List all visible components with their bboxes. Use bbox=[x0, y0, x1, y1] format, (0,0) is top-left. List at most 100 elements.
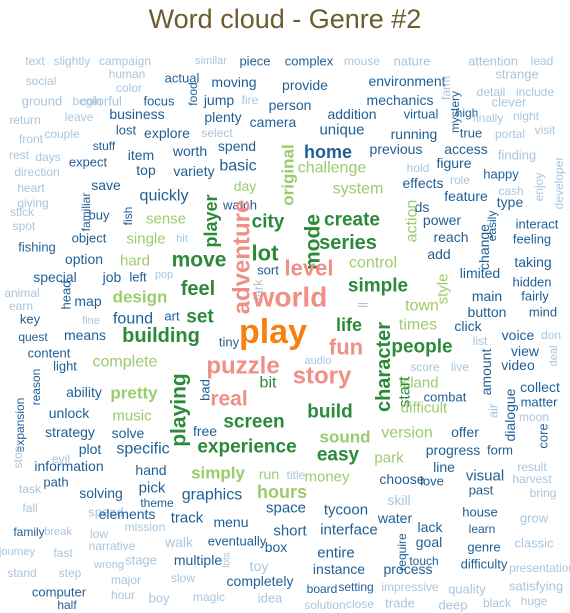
word-challenge: challenge bbox=[298, 160, 367, 177]
word-job: job bbox=[102, 269, 122, 285]
word-reason: reason bbox=[29, 369, 43, 406]
word-setting: setting bbox=[338, 580, 373, 594]
word-house: house bbox=[462, 505, 497, 520]
word-people: people bbox=[391, 337, 452, 358]
word-player: player bbox=[201, 194, 221, 247]
word-city: city bbox=[252, 212, 285, 233]
word-moving: moving bbox=[211, 74, 256, 90]
word-touch: touch bbox=[409, 554, 438, 568]
word-interface: interface bbox=[320, 522, 378, 539]
word-fun: fun bbox=[329, 335, 363, 360]
word-finding: finding bbox=[498, 148, 536, 163]
word-set: set bbox=[186, 307, 214, 328]
word-complete: complete bbox=[93, 354, 158, 371]
word-specific: specific bbox=[116, 441, 169, 458]
word-sense: sense bbox=[146, 211, 186, 228]
word-stick: stick bbox=[10, 205, 35, 219]
word-change: change bbox=[476, 224, 492, 270]
word-mode: mode bbox=[302, 214, 325, 270]
word-previous: previous bbox=[370, 141, 423, 157]
word-watch: watch bbox=[222, 198, 257, 213]
word-days: days bbox=[35, 150, 60, 164]
word-score: score bbox=[410, 360, 440, 374]
word-strange: strange bbox=[495, 67, 538, 82]
word-narrative: narrative bbox=[89, 539, 136, 553]
word-unique: unique bbox=[319, 122, 364, 139]
word-finally: finally bbox=[473, 111, 504, 125]
word-play: play bbox=[239, 313, 307, 351]
word-track: track bbox=[171, 510, 204, 527]
word-line: line bbox=[433, 459, 455, 475]
word-puzzle: puzzle bbox=[206, 353, 279, 380]
word-colorful: colorful bbox=[80, 94, 122, 109]
word-dark: dark bbox=[251, 279, 266, 305]
word-dialogue: dialogue bbox=[502, 388, 518, 441]
word-bit: bit bbox=[260, 375, 277, 392]
word-water: water bbox=[377, 510, 413, 526]
word-deal: deal bbox=[548, 346, 560, 367]
word-taking: taking bbox=[514, 254, 551, 270]
word-slow: slow bbox=[171, 571, 195, 585]
word-run: run bbox=[259, 466, 279, 482]
word-special: special bbox=[33, 269, 77, 285]
word-pop: pop bbox=[155, 269, 173, 281]
word-direction: direction bbox=[14, 165, 59, 179]
word-enjoy: enjoy bbox=[532, 173, 546, 202]
word-entire: entire bbox=[317, 545, 355, 562]
word-action: action bbox=[404, 200, 421, 243]
word-quickly: quickly bbox=[140, 188, 189, 205]
word-box: box bbox=[265, 539, 288, 555]
word-visual: visual bbox=[466, 468, 504, 485]
word-instance: instance bbox=[313, 561, 365, 577]
word-progress: progress bbox=[426, 442, 480, 458]
word-interact: interact bbox=[516, 217, 559, 232]
word-lack: lack bbox=[418, 519, 444, 535]
word-button: button bbox=[468, 304, 507, 320]
word-path: path bbox=[43, 475, 68, 490]
word-original: original bbox=[279, 144, 298, 205]
word-ll: ll bbox=[356, 302, 371, 308]
word-half: half bbox=[57, 598, 77, 612]
word-social: social bbox=[26, 74, 57, 88]
word-moon: moon bbox=[519, 410, 549, 424]
word-single: single bbox=[126, 231, 165, 248]
word-environment: environment bbox=[368, 73, 445, 89]
word-content: content bbox=[28, 346, 71, 361]
word-completely: completely bbox=[227, 573, 294, 589]
word-developer: developer bbox=[552, 157, 566, 210]
word-click: click bbox=[454, 318, 482, 334]
word-simple: simple bbox=[348, 276, 408, 297]
word-lots: lots bbox=[222, 552, 233, 568]
word-difficult: difficult bbox=[401, 400, 448, 417]
word-leave: leave bbox=[65, 110, 94, 124]
word-lost: lost bbox=[116, 123, 137, 138]
word-mind: mind bbox=[529, 305, 557, 320]
word-fairly: fairly bbox=[521, 289, 549, 304]
word-actual: actual bbox=[165, 71, 200, 86]
word-solving: solving bbox=[79, 485, 123, 501]
word-trade: trade bbox=[385, 596, 415, 611]
word-option: option bbox=[65, 251, 103, 267]
word-color: color bbox=[116, 81, 142, 95]
word-huge: huge bbox=[521, 594, 548, 608]
word-running: running bbox=[391, 126, 438, 142]
word-worth: worth bbox=[172, 143, 207, 159]
word-hidden: hidden bbox=[512, 275, 551, 290]
word-close: close bbox=[346, 597, 374, 611]
word-park: park bbox=[374, 450, 404, 467]
word-virtual: virtual bbox=[404, 107, 439, 122]
word-presentation: presentation bbox=[509, 561, 570, 575]
word-lead: lead bbox=[531, 54, 554, 68]
word-head: head bbox=[59, 281, 74, 310]
word-quest: quest bbox=[18, 330, 48, 344]
word-skill: skill bbox=[387, 492, 410, 508]
word-include: include bbox=[516, 85, 554, 99]
word-buy: buy bbox=[89, 208, 110, 223]
word-quality: quality bbox=[448, 582, 486, 597]
word-lot: lot bbox=[252, 241, 280, 266]
word-level: level bbox=[285, 256, 334, 281]
word-spend: spend bbox=[218, 138, 256, 154]
word-bad: bad bbox=[198, 379, 213, 401]
word-easy: easy bbox=[317, 445, 360, 466]
word-board: board bbox=[307, 582, 338, 596]
